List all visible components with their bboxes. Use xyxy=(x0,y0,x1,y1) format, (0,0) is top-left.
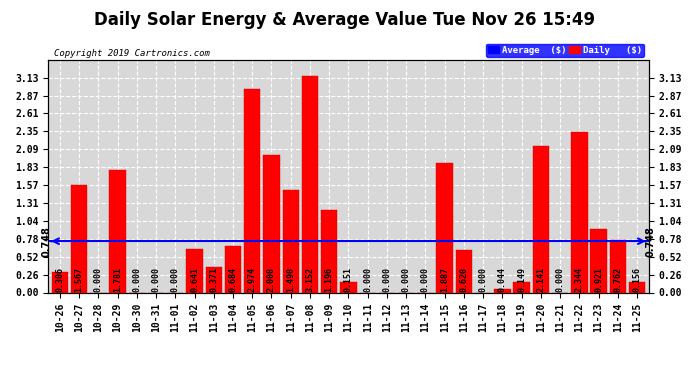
Text: 2.000: 2.000 xyxy=(267,267,276,292)
Bar xyxy=(591,230,607,292)
Bar xyxy=(71,185,87,292)
Text: 1.781: 1.781 xyxy=(113,267,122,292)
Bar xyxy=(225,246,241,292)
Text: 0.000: 0.000 xyxy=(132,267,141,292)
Bar xyxy=(244,88,260,292)
Bar xyxy=(610,240,626,292)
Text: 0.684: 0.684 xyxy=(228,267,237,292)
Bar xyxy=(321,210,337,292)
Text: 0.641: 0.641 xyxy=(190,267,199,292)
Bar xyxy=(282,190,299,292)
Text: 2.974: 2.974 xyxy=(248,267,257,292)
Bar xyxy=(340,282,357,292)
Bar xyxy=(571,132,587,292)
Text: 0.151: 0.151 xyxy=(344,267,353,292)
Text: Copyright 2019 Cartronics.com: Copyright 2019 Cartronics.com xyxy=(55,49,210,58)
Text: 0.156: 0.156 xyxy=(633,267,642,292)
Text: 0.000: 0.000 xyxy=(479,267,488,292)
Text: 0.000: 0.000 xyxy=(402,267,411,292)
Text: 0.762: 0.762 xyxy=(613,267,622,292)
Text: 2.344: 2.344 xyxy=(575,267,584,292)
Bar xyxy=(302,76,318,292)
Bar xyxy=(494,290,511,292)
Bar xyxy=(513,282,530,292)
Text: 0.000: 0.000 xyxy=(171,267,180,292)
Text: 0.044: 0.044 xyxy=(498,267,507,292)
Text: 2.141: 2.141 xyxy=(536,267,545,292)
Text: 0.748: 0.748 xyxy=(42,226,52,256)
Text: 0.149: 0.149 xyxy=(517,267,526,292)
Text: 1.196: 1.196 xyxy=(325,267,334,292)
Text: 0.000: 0.000 xyxy=(421,267,430,292)
Text: 3.152: 3.152 xyxy=(306,267,315,292)
Bar xyxy=(437,163,453,292)
Text: 0.620: 0.620 xyxy=(460,267,469,292)
Bar xyxy=(455,250,472,292)
Bar xyxy=(264,155,279,292)
Bar xyxy=(629,282,645,292)
Text: 0.371: 0.371 xyxy=(209,267,218,292)
Bar xyxy=(52,272,68,292)
Text: 0.306: 0.306 xyxy=(55,267,64,292)
Text: 0.000: 0.000 xyxy=(152,267,161,292)
Text: 0.000: 0.000 xyxy=(363,267,372,292)
Text: 0.000: 0.000 xyxy=(382,267,391,292)
Text: 0.000: 0.000 xyxy=(555,267,564,292)
Legend: Average  ($), Daily   ($): Average ($), Daily ($) xyxy=(486,44,644,57)
Text: 1.567: 1.567 xyxy=(75,267,83,292)
Text: 1.887: 1.887 xyxy=(440,267,449,292)
Text: 0.748: 0.748 xyxy=(645,226,655,256)
Bar xyxy=(533,146,549,292)
Text: 0.000: 0.000 xyxy=(94,267,103,292)
Text: Daily Solar Energy & Average Value Tue Nov 26 15:49: Daily Solar Energy & Average Value Tue N… xyxy=(95,11,595,29)
Bar xyxy=(206,267,222,292)
Text: 0.921: 0.921 xyxy=(594,267,603,292)
Bar xyxy=(186,249,203,292)
Bar xyxy=(110,170,126,292)
Text: 1.490: 1.490 xyxy=(286,267,295,292)
